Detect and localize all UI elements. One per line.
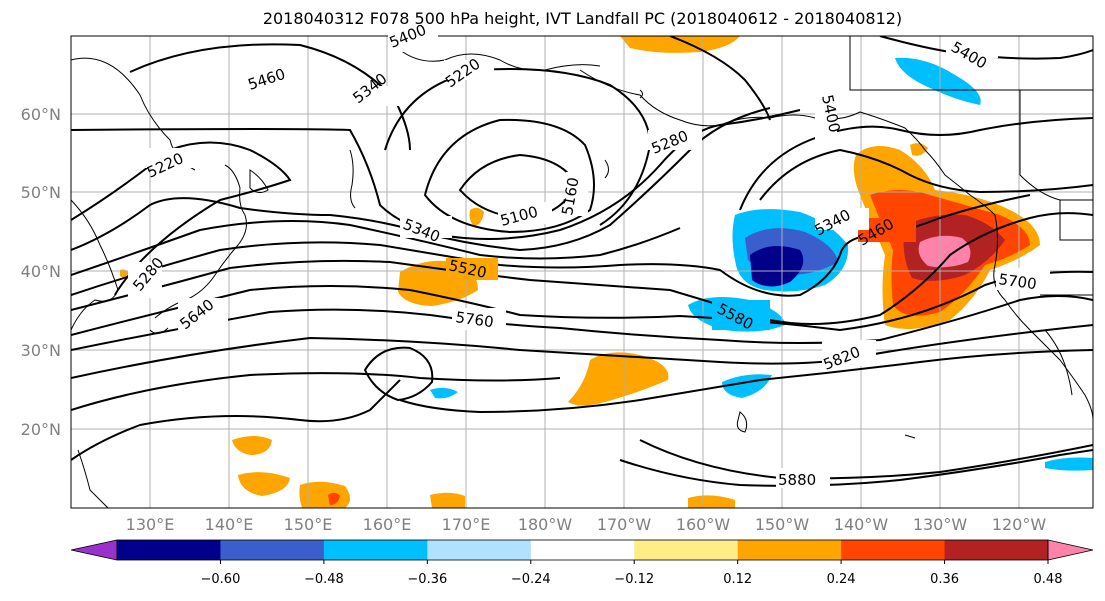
colorbar-extend-high xyxy=(1047,539,1094,561)
lon-label: 120°W xyxy=(992,515,1047,534)
colorbar-segment xyxy=(117,540,221,560)
map-title: 2018040312 F078 500 hPa height, IVT Land… xyxy=(262,9,903,28)
lon-label: 150°E xyxy=(284,515,333,534)
colorbar-tick-label: 0.36 xyxy=(930,572,959,587)
contour-label: 5760 xyxy=(454,308,494,331)
colorbar-extend-low xyxy=(70,539,118,561)
lon-label: 160°E xyxy=(363,515,412,534)
colorbar-tick-label: −0.48 xyxy=(304,572,344,587)
colorbar-tick-label: −0.60 xyxy=(201,572,241,587)
colorbar-tick-label: 0.24 xyxy=(827,572,856,587)
colorbar-segment xyxy=(427,540,532,560)
lon-label: 130°W xyxy=(913,515,968,534)
colorbar-tick-label: 0.12 xyxy=(723,572,752,587)
latitude-labels: 60°N 50°N 40°N 30°N 20°N xyxy=(21,105,61,439)
colorbar-segment xyxy=(944,540,1049,560)
lat-label: 50°N xyxy=(21,183,61,202)
colorbar-segment xyxy=(634,540,739,560)
colorbar-segment xyxy=(737,540,842,560)
colorbar-segment xyxy=(323,540,428,560)
lon-label: 140°W xyxy=(834,515,889,534)
longitude-labels: 130°E 140°E 150°E 160°E 170°E 180°W 170°… xyxy=(126,515,1047,534)
colorbar-tick-label: −0.12 xyxy=(614,572,654,587)
map-frame xyxy=(70,35,1094,509)
lon-label: 160°W xyxy=(676,515,731,534)
colorbar-outline xyxy=(116,539,1049,561)
lat-label: 30°N xyxy=(21,341,61,360)
colorbar-tick-label: −0.36 xyxy=(407,572,447,587)
colorbar-segment xyxy=(841,540,946,560)
lon-label: 130°E xyxy=(126,515,175,534)
lon-label: 170°E xyxy=(442,515,491,534)
colorbar-tick-label: 0.48 xyxy=(1034,572,1063,587)
lon-label: 150°W xyxy=(755,515,810,534)
contour-label: 5700 xyxy=(997,270,1037,293)
lat-label: 20°N xyxy=(21,420,61,439)
lon-label: 180°W xyxy=(518,515,573,534)
lat-label: 60°N xyxy=(21,105,61,124)
graticule xyxy=(71,36,1093,508)
lon-label: 140°E xyxy=(205,515,254,534)
colorbar-tick-label: −0.24 xyxy=(511,572,551,587)
colorbar: −0.60 −0.48 −0.36 −0.24 −0.12 0.12 0.24 0.36 0.4… xyxy=(70,539,1094,587)
lat-label: 40°N xyxy=(21,262,61,281)
contour-label: 5880 xyxy=(778,471,816,489)
colorbar-segment xyxy=(220,540,325,560)
lon-label: 170°W xyxy=(597,515,652,534)
ivt-shading xyxy=(120,36,1093,508)
colorbar-segment xyxy=(530,540,635,560)
